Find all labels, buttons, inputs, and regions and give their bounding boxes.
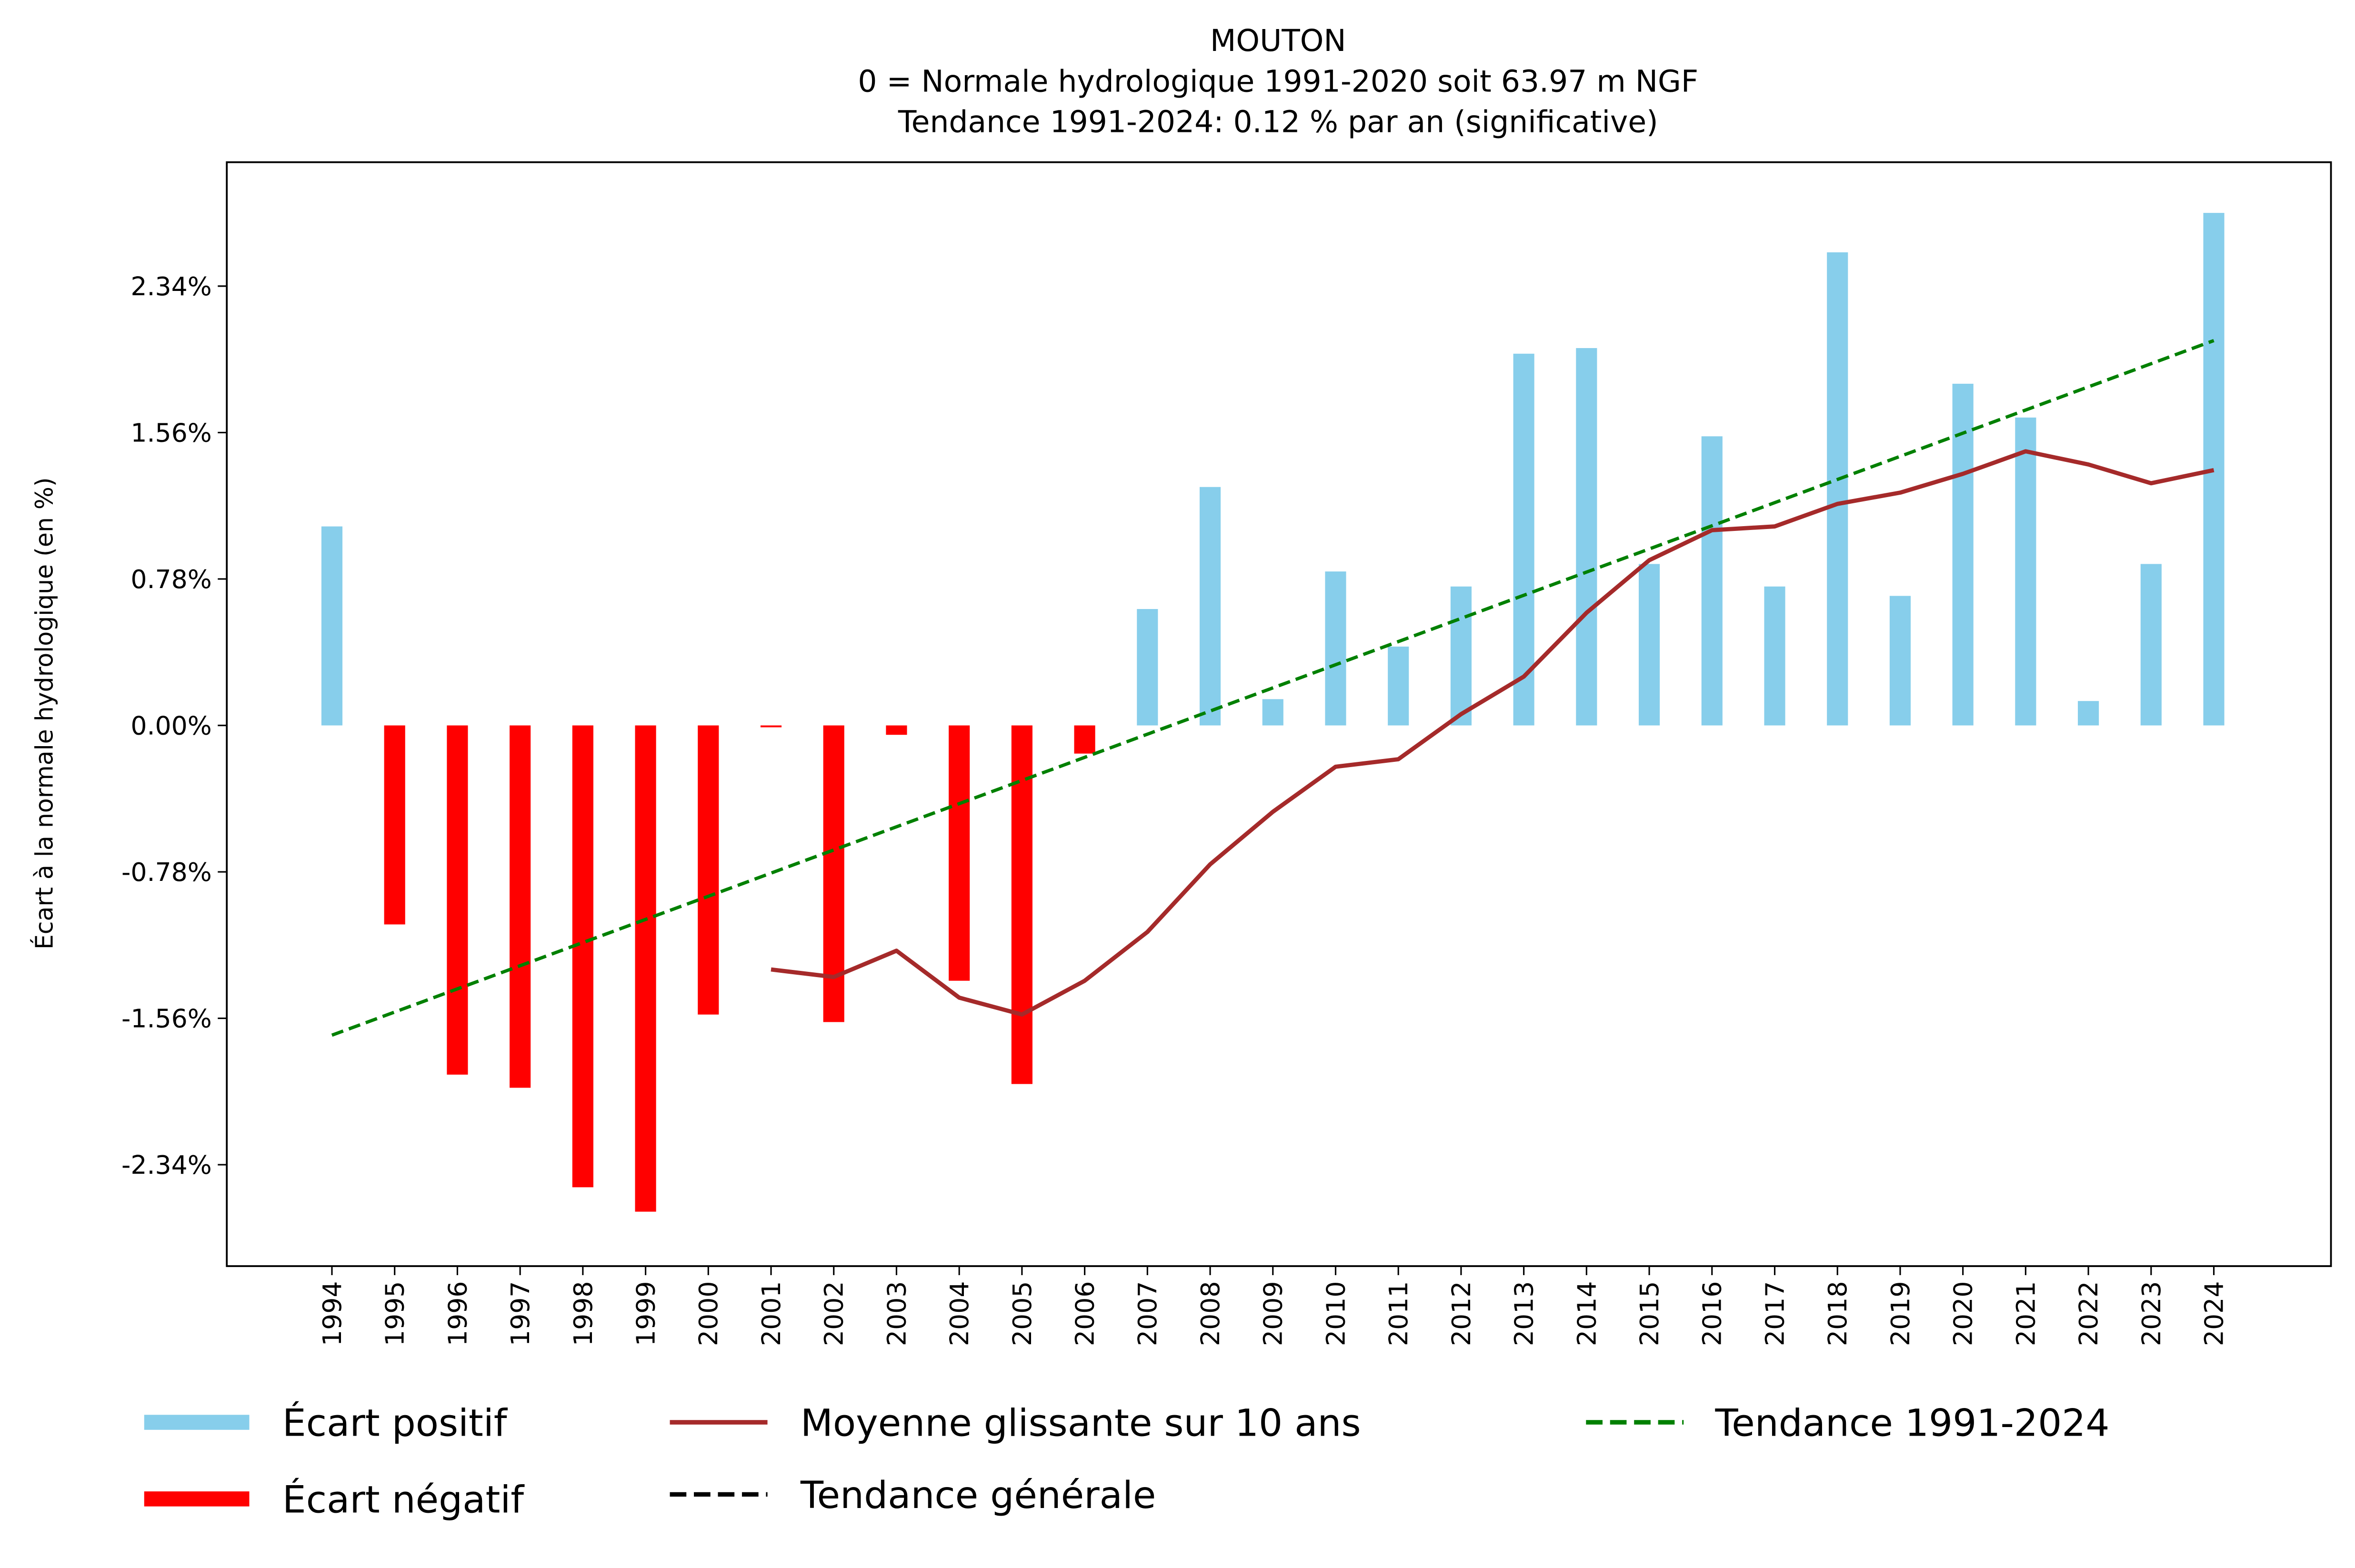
- legend-label-trend: Tendance 1991-2024: [1715, 1401, 2110, 1445]
- bar-positive: [1388, 646, 1409, 726]
- x-tick-label: 2022: [2074, 1281, 2104, 1346]
- legend: Écart positif Écart négatif Moyenne glis…: [144, 1401, 2110, 1521]
- x-tick-label: 2014: [1572, 1281, 1602, 1346]
- x-tick-label: 2000: [693, 1281, 723, 1346]
- x-tick-label: 1997: [505, 1281, 535, 1346]
- x-tick-label: 1995: [380, 1281, 410, 1346]
- bar-negative: [1011, 725, 1032, 1084]
- legend-label-positive: Écart positif: [282, 1401, 508, 1445]
- x-tick-label: 1998: [568, 1281, 598, 1346]
- x-tick-label: 2013: [1509, 1281, 1539, 1346]
- x-tick-label: 2019: [1885, 1281, 1915, 1346]
- bar-positive: [1262, 699, 1283, 726]
- chart-title: MOUTON: [1210, 23, 1346, 58]
- bar-negative: [886, 725, 907, 735]
- bar-negative: [384, 725, 405, 925]
- x-tick-label: 2008: [1195, 1281, 1225, 1346]
- x-tick-label: 2016: [1697, 1281, 1727, 1346]
- bar-positive: [1576, 348, 1597, 726]
- bar-positive: [1764, 586, 1785, 726]
- x-tick-label: 2009: [1258, 1281, 1288, 1346]
- bar-positive: [2015, 417, 2036, 726]
- x-tick-label: 1999: [631, 1281, 661, 1346]
- x-tick-label: 2004: [944, 1281, 974, 1346]
- y-axis-label: Écart à la normale hydrologique (en %): [30, 477, 58, 949]
- legend-item-negative: Écart négatif: [144, 1478, 525, 1521]
- x-tick-label: 2010: [1321, 1281, 1351, 1346]
- x-tick-label: 2021: [2011, 1281, 2041, 1346]
- bar-negative: [447, 725, 468, 1075]
- y-tick-label: -0.78%: [121, 857, 212, 887]
- x-axis: 1994 1995 1996 1997 1998 1999 2000 2001 2002 2003…: [317, 1266, 2229, 1346]
- bar-positive: [1450, 586, 1472, 726]
- legend-label-moving-average: Moyenne glissante sur 10 ans: [801, 1401, 1361, 1445]
- legend-label-negative: Écart négatif: [282, 1478, 525, 1521]
- x-tick-label: 2001: [756, 1281, 786, 1346]
- x-tick-label: 2018: [1823, 1281, 1853, 1346]
- y-tick-label: 0.78%: [130, 564, 211, 594]
- bar-positive: [1889, 596, 1911, 726]
- legend-swatch-negative: [144, 1491, 250, 1507]
- bar-positive: [1701, 436, 1723, 726]
- moving-average-line: [771, 449, 2215, 1017]
- x-tick-label: 2002: [819, 1281, 849, 1346]
- axes-frame: [226, 161, 2332, 1267]
- legend-item-moving-average: Moyenne glissante sur 10 ans: [670, 1401, 1361, 1445]
- y-tick-label: 2.34%: [130, 271, 211, 301]
- x-tick-label: 2007: [1132, 1281, 1162, 1346]
- bar-positive: [2140, 564, 2162, 726]
- chart-subtitle-1: 0 = Normale hydrologique 1991-2020 soit …: [858, 63, 1698, 99]
- x-tick-label: 2012: [1446, 1281, 1476, 1346]
- y-tick-label: 1.56%: [130, 418, 211, 448]
- legend-item-trend: Tendance 1991-2024: [1586, 1401, 2110, 1445]
- y-axis: -2.34% -1.56% -0.78% 0.00% 0.78% 1.56% 2.34%: [121, 271, 227, 1180]
- legend-label-general-trend: Tendance générale: [800, 1473, 1156, 1517]
- x-tick-label: 2017: [1760, 1281, 1790, 1346]
- trend-line: [331, 339, 2215, 1037]
- legend-item-positive: Écart positif: [144, 1401, 508, 1445]
- bar-negative: [698, 725, 719, 1015]
- x-tick-label: 2023: [2136, 1281, 2166, 1346]
- bar-negative: [760, 725, 782, 728]
- x-tick-label: 2024: [2199, 1281, 2229, 1346]
- bar-negative: [635, 725, 656, 1212]
- legend-item-general-trend: Tendance générale: [670, 1473, 1156, 1517]
- bar-negative: [1074, 725, 1095, 754]
- bar-positive: [1952, 383, 1974, 726]
- chart-subtitle-2: Tendance 1991-2024: 0.12 % par an (signi…: [898, 104, 1658, 140]
- bar-positive: [1199, 487, 1221, 726]
- y-tick-label: -2.34%: [121, 1150, 212, 1180]
- legend-swatch-positive: [144, 1415, 250, 1430]
- bar-negative: [510, 725, 531, 1088]
- bar-positive: [2203, 213, 2225, 726]
- x-tick-label: 1994: [317, 1281, 347, 1346]
- x-tick-label: 2003: [882, 1281, 912, 1346]
- x-tick-label: 2011: [1383, 1281, 1413, 1346]
- y-tick-label: -1.56%: [121, 1003, 212, 1033]
- x-tick-label: 1996: [442, 1281, 472, 1346]
- bar-positive: [1827, 252, 1848, 726]
- bar-positive: [1639, 564, 1660, 726]
- x-tick-label: 2006: [1070, 1281, 1100, 1346]
- y-tick-label: 0.00%: [130, 710, 211, 740]
- bar-negative: [572, 725, 593, 1188]
- bar-negative: [949, 725, 970, 981]
- bar-positive: [2078, 701, 2099, 726]
- bar-positive: [1325, 571, 1346, 726]
- x-tick-label: 2015: [1634, 1281, 1664, 1346]
- plot-area: [321, 213, 2225, 1212]
- bar-positive: [1513, 353, 1534, 726]
- x-tick-label: 2005: [1007, 1281, 1037, 1346]
- bar-positive: [321, 526, 343, 726]
- bar-positive: [1137, 609, 1158, 726]
- x-tick-label: 2020: [1948, 1281, 1978, 1346]
